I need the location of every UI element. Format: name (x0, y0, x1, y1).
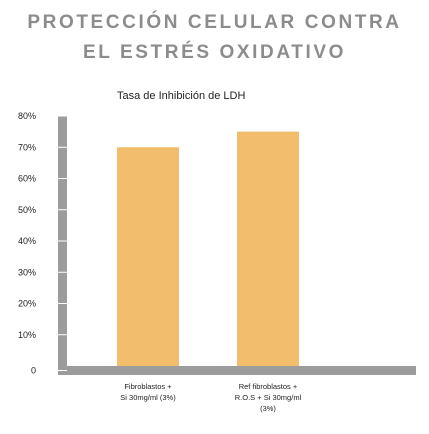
x-category-label-line: Fibroblastos + (124, 382, 172, 391)
x-category-label: Fibroblastos + Si 30mg/ml (3%) (120, 382, 176, 402)
y-tick-label: 80% (18, 111, 36, 121)
chart-title-line-1: PROTECCIÓN CELULAR CONTRA (27, 12, 402, 33)
bar (237, 131, 299, 366)
y-tick-label: 60% (18, 174, 36, 184)
y-tick-label: 20% (18, 299, 36, 309)
x-category-label-line: (3%) (260, 404, 276, 413)
x-category-label-line: Si 30mg/ml (3%) (120, 393, 176, 402)
y-tick-label: 0 (31, 366, 36, 376)
chart-title-line-2: EL ESTRÉS OXIDATIVO (82, 42, 346, 63)
y-tick-label: 10% (18, 330, 36, 340)
y-tick-label: 40% (18, 236, 36, 246)
x-category-label: Ref fibroblastos + R.O.S + Si 30mg/ml (3%) (235, 382, 302, 413)
chart-subtitle: Tasa de Inhibición de LDH (117, 90, 246, 102)
y-tick-label: 30% (18, 267, 36, 277)
bar (117, 147, 179, 366)
y-tick-label: 50% (18, 205, 36, 215)
x-category-label-line: R.O.S + Si 30mg/ml (235, 393, 302, 402)
y-tick-label: 70% (18, 142, 36, 152)
x-category-label-line: Ref fibroblastos + (239, 382, 298, 391)
y-axis (58, 116, 67, 375)
x-axis (58, 366, 416, 375)
